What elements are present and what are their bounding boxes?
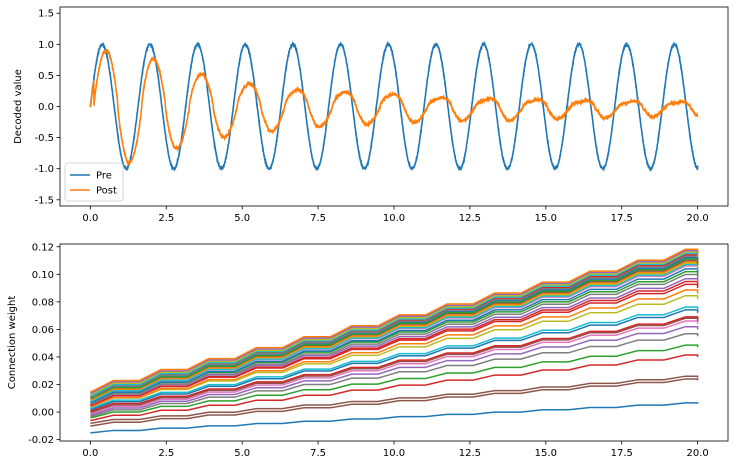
weight-line	[90, 296, 697, 407]
x-tick-label: 10.0	[383, 448, 405, 459]
x-tick-label: 5.0	[234, 213, 250, 224]
x-tick-label: 15.0	[535, 213, 557, 224]
legend: Pre Post	[65, 163, 123, 201]
x-tick-label: 10.0	[383, 213, 405, 224]
x-tick-label: 20.0	[687, 448, 709, 459]
y-tick-label: 0.02	[32, 380, 54, 391]
y-tick-label: -1.0	[34, 164, 54, 175]
top-chart-series	[90, 43, 697, 169]
y-tick-label: 0.06	[32, 325, 54, 336]
top-chart-y-label: Decoded value	[13, 69, 24, 144]
x-tick-label: 2.5	[158, 448, 174, 459]
y-tick-label: 1.5	[38, 9, 54, 20]
x-tick-label: 2.5	[158, 213, 174, 224]
y-tick-label: 0.00	[32, 408, 54, 419]
top-chart-frame	[60, 7, 728, 206]
x-tick-label: 0.0	[82, 213, 98, 224]
bottom-chart-series	[90, 249, 697, 432]
y-tick-label: -1.5	[34, 195, 54, 206]
legend-label: Pre	[96, 171, 112, 182]
x-tick-label: 5.0	[234, 448, 250, 459]
x-tick-label: 17.5	[611, 213, 633, 224]
y-tick-label: 0.12	[32, 242, 54, 253]
top-chart-y-axis: -1.5 -1.0 -0.5 0.0 0.5 1.0 1.5	[34, 9, 60, 207]
x-tick-label: 20.0	[687, 213, 709, 224]
x-tick-label: 15.0	[535, 448, 557, 459]
bottom-chart-y-axis: -0.02 0.00 0.02 0.04 0.06 0.08 0.10 0.12	[28, 242, 60, 446]
y-tick-label: 1.0	[38, 40, 54, 51]
weight-line	[90, 403, 697, 433]
legend-label: Post	[96, 186, 117, 197]
y-tick-label: 0.08	[32, 297, 54, 308]
x-tick-label: 12.5	[459, 213, 481, 224]
y-tick-label: 0.04	[32, 352, 54, 363]
y-tick-label: 0.5	[38, 71, 54, 82]
bottom-chart: 0.0 2.5 5.0 7.5 10.0 12.5 15.0 17.5 20.0 -0.02 0.…	[7, 242, 728, 459]
x-tick-label: 0.0	[82, 448, 98, 459]
x-tick-label: 7.5	[310, 448, 326, 459]
x-tick-label: 12.5	[459, 448, 481, 459]
bottom-chart-x-axis: 0.0 2.5 5.0 7.5 10.0 12.5 15.0 17.5 20.0	[82, 441, 708, 459]
y-tick-label: -0.5	[34, 133, 54, 144]
y-tick-label: 0.0	[38, 102, 54, 113]
top-chart: 0.0 2.5 5.0 7.5 10.0 12.5 15.0 17.5 20.0 -1.5-1.…	[13, 7, 728, 224]
x-tick-label: 7.5	[310, 213, 326, 224]
y-tick-label: -0.02	[28, 435, 54, 446]
series-pre-line	[90, 43, 697, 169]
y-tick-label: 0.10	[32, 270, 54, 281]
x-tick-label: 17.5	[611, 448, 633, 459]
top-chart-x-axis: 0.0 2.5 5.0 7.5 10.0 12.5 15.0 17.5 20.0	[82, 206, 708, 224]
bottom-chart-y-label: Connection weight	[7, 296, 18, 390]
